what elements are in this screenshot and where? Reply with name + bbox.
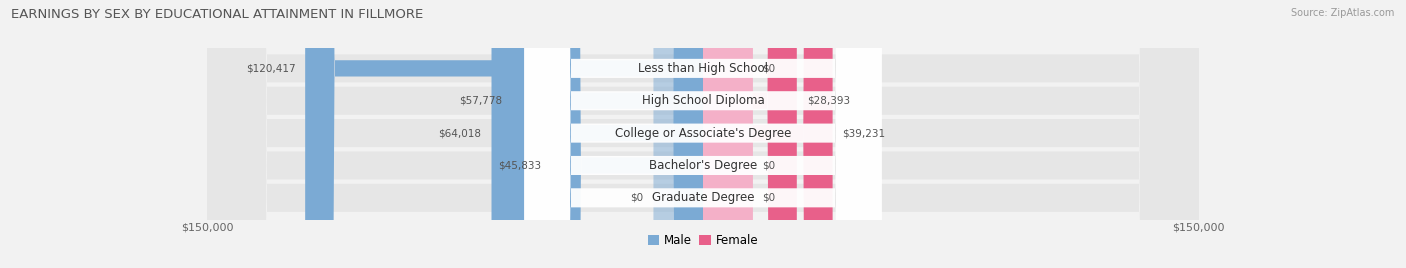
FancyBboxPatch shape [208, 0, 1198, 268]
Text: $45,833: $45,833 [499, 161, 541, 170]
FancyBboxPatch shape [492, 0, 703, 268]
FancyBboxPatch shape [524, 0, 882, 268]
Text: $0: $0 [762, 63, 776, 73]
Text: College or Associate's Degree: College or Associate's Degree [614, 126, 792, 140]
FancyBboxPatch shape [208, 0, 1198, 268]
Text: $120,417: $120,417 [246, 63, 295, 73]
FancyBboxPatch shape [703, 0, 797, 268]
Text: High School Diploma: High School Diploma [641, 94, 765, 107]
Text: $64,018: $64,018 [439, 128, 482, 138]
Text: Source: ZipAtlas.com: Source: ZipAtlas.com [1291, 8, 1395, 18]
FancyBboxPatch shape [524, 0, 882, 268]
Text: Less than High School: Less than High School [638, 62, 768, 75]
FancyBboxPatch shape [524, 0, 882, 268]
Text: $0: $0 [762, 193, 776, 203]
FancyBboxPatch shape [703, 0, 752, 268]
Text: $28,393: $28,393 [807, 96, 849, 106]
Text: EARNINGS BY SEX BY EDUCATIONAL ATTAINMENT IN FILLMORE: EARNINGS BY SEX BY EDUCATIONAL ATTAINMEN… [11, 8, 423, 21]
Text: $39,231: $39,231 [842, 128, 886, 138]
FancyBboxPatch shape [654, 0, 703, 268]
FancyBboxPatch shape [524, 0, 882, 268]
Text: Bachelor's Degree: Bachelor's Degree [650, 159, 756, 172]
Legend: Male, Female: Male, Female [643, 229, 763, 252]
FancyBboxPatch shape [703, 0, 752, 268]
FancyBboxPatch shape [208, 0, 1198, 268]
FancyBboxPatch shape [551, 0, 703, 268]
FancyBboxPatch shape [512, 0, 703, 268]
Text: $0: $0 [762, 161, 776, 170]
Text: Graduate Degree: Graduate Degree [652, 191, 754, 204]
FancyBboxPatch shape [703, 0, 832, 268]
Text: $0: $0 [630, 193, 644, 203]
FancyBboxPatch shape [208, 0, 1198, 268]
FancyBboxPatch shape [703, 0, 752, 268]
FancyBboxPatch shape [305, 0, 703, 268]
FancyBboxPatch shape [524, 0, 882, 268]
FancyBboxPatch shape [208, 0, 1198, 268]
Text: $57,778: $57,778 [460, 96, 502, 106]
